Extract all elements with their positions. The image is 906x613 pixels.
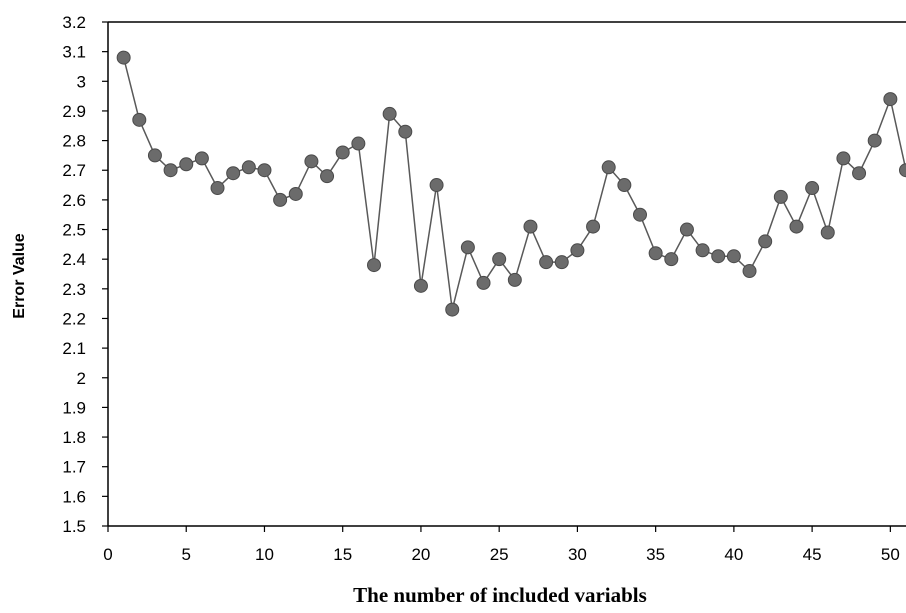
series-line	[122, 57, 906, 310]
data-point	[711, 249, 726, 264]
y-tick-label: 3.2	[62, 13, 86, 32]
x-axis-label: The number of included variabls	[353, 583, 647, 607]
data-point	[476, 275, 491, 290]
data-point	[257, 163, 272, 178]
y-tick-label: 2.4	[62, 250, 86, 269]
data-point	[226, 166, 241, 181]
data-point	[335, 145, 350, 160]
data-point	[570, 243, 585, 258]
data-point	[742, 264, 757, 279]
data-point	[367, 258, 381, 273]
y-tick-label: 3.1	[62, 43, 86, 62]
x-tick-label: 40	[724, 545, 743, 564]
x-tick-label: 5	[182, 545, 191, 564]
data-point	[445, 302, 460, 317]
x-tick-label: 45	[803, 545, 822, 564]
data-point	[429, 178, 444, 193]
data-point	[586, 219, 601, 234]
data-point	[382, 106, 397, 121]
data-point	[867, 133, 882, 148]
y-axis-ticks: 1.5 1.6 1.7 1.8 1.9 2 2.1 2.2 2.3 2.4 2.5 2.6 2.7 2.8…	[62, 13, 108, 536]
data-point	[413, 278, 428, 293]
y-tick-label: 2.1	[62, 339, 86, 358]
data-point	[523, 219, 538, 234]
data-point	[194, 151, 209, 166]
data-point	[507, 272, 522, 287]
data-point	[617, 178, 632, 193]
x-tick-label: 15	[333, 545, 352, 564]
data-point	[883, 92, 898, 107]
y-tick-label: 1.9	[62, 398, 86, 417]
data-point	[179, 157, 194, 172]
data-point	[773, 189, 788, 204]
data-point	[899, 163, 906, 178]
x-tick-label: 10	[255, 545, 274, 564]
data-point	[132, 112, 147, 127]
data-point	[679, 222, 694, 237]
data-point	[805, 181, 820, 196]
y-tick-label: 2.2	[62, 309, 86, 328]
y-tick-label: 2.5	[62, 221, 86, 240]
data-point	[633, 207, 647, 222]
data-point	[836, 151, 851, 166]
y-tick-label: 2.9	[62, 102, 86, 121]
y-tick-label: 2.8	[62, 132, 86, 151]
y-tick-label: 2	[77, 369, 86, 388]
data-point	[116, 50, 131, 65]
x-tick-label: 0	[103, 545, 112, 564]
x-tick-label: 25	[490, 545, 509, 564]
data-point	[789, 219, 804, 234]
x-tick-label: 35	[646, 545, 665, 564]
data-point	[273, 192, 288, 207]
data-point	[163, 163, 178, 178]
data-point	[695, 243, 710, 258]
data-point	[726, 249, 741, 264]
y-tick-label: 1.8	[62, 428, 86, 447]
y-tick-label: 2.6	[62, 191, 86, 210]
x-tick-label: 20	[411, 545, 430, 564]
y-tick-label: 2.7	[62, 161, 86, 180]
y-axis-label: Error Value	[11, 233, 28, 318]
data-point	[210, 181, 225, 196]
y-tick-label: 1.6	[62, 487, 86, 506]
y-tick-label: 2.3	[62, 280, 86, 299]
x-tick-label: 30	[568, 545, 587, 564]
series-markers	[116, 50, 906, 317]
data-point	[758, 234, 773, 249]
data-point	[398, 124, 413, 139]
x-tick-label: 50	[881, 545, 900, 564]
data-point	[241, 160, 256, 175]
data-point	[288, 186, 303, 201]
data-point	[664, 252, 679, 267]
data-point	[351, 136, 366, 151]
data-point	[320, 169, 335, 184]
data-point	[492, 252, 507, 267]
y-tick-label: 1.7	[62, 458, 86, 477]
x-axis-ticks: 0 5 10 15 20 25 30 35 40 45 50	[103, 526, 900, 564]
data-point	[304, 154, 319, 169]
data-point	[648, 246, 663, 261]
y-tick-label: 1.5	[62, 517, 86, 536]
data-point	[554, 255, 569, 270]
data-point	[601, 160, 616, 175]
data-point	[539, 255, 554, 270]
data-point	[460, 240, 475, 255]
data-point	[147, 148, 162, 163]
y-tick-label: 3	[77, 72, 86, 91]
data-point	[820, 225, 835, 240]
data-point	[852, 166, 867, 181]
